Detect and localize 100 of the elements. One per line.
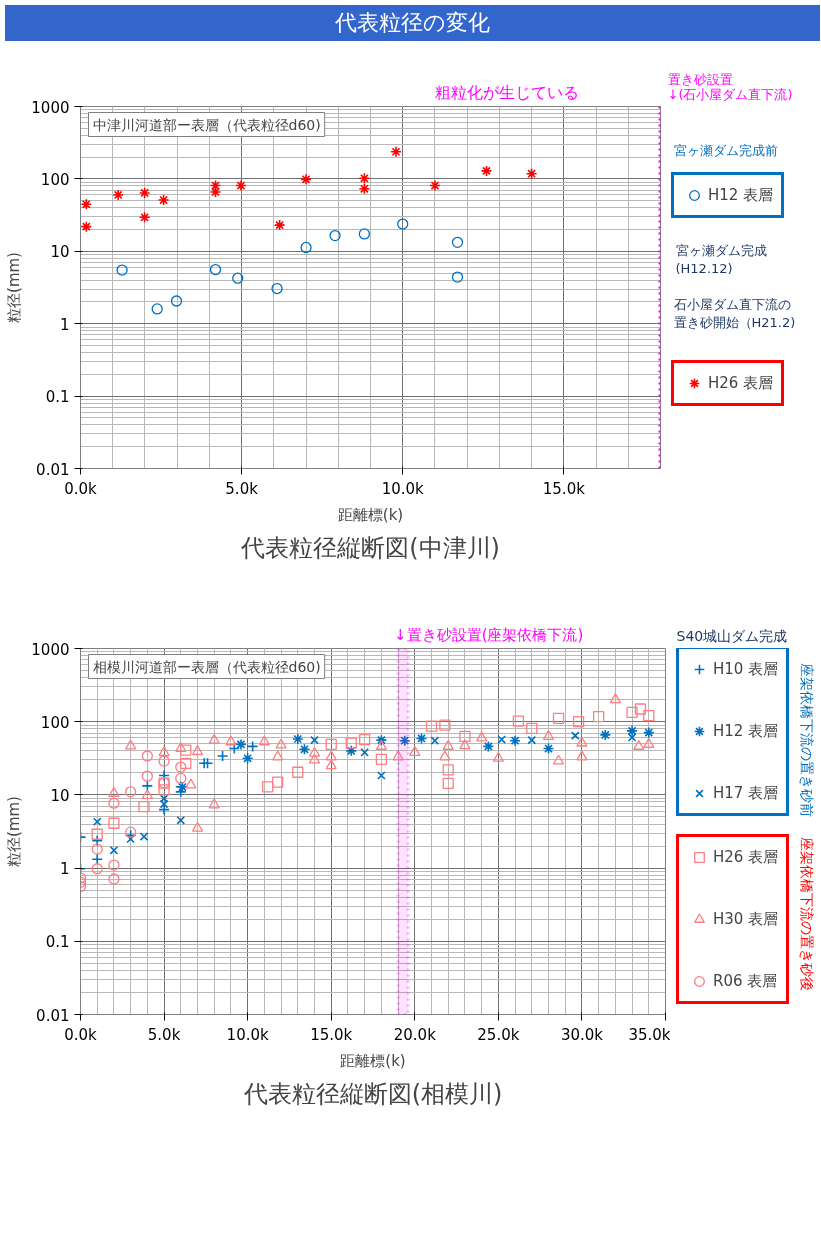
y-tick-label: 1 (59, 860, 70, 879)
x-tick-label: 15.0k (542, 479, 586, 498)
point (475, 731, 488, 742)
x-axis-title: 距離標(k) (337, 505, 404, 524)
x-tick-label: 30.0k (560, 1025, 604, 1044)
x-tick-label: 5.0k (147, 1025, 181, 1044)
point (459, 739, 471, 750)
legend-label: H26 表層 (708, 373, 774, 393)
text: 相模川河道部ー表層（代表粒径d60) (92, 658, 321, 675)
point (375, 753, 388, 765)
point (141, 750, 154, 762)
x-tick-label: 10.0k (226, 1025, 269, 1044)
point (633, 739, 645, 750)
y-tick-label: 100 (40, 713, 70, 732)
legend-label: H17 表層 (713, 783, 779, 803)
legend-label: R06 表層 (713, 971, 778, 991)
point (609, 693, 622, 704)
x-axis-title: 距離標(k) (340, 1051, 406, 1070)
text: 粗粒化が生じている (434, 82, 579, 102)
point (360, 748, 369, 757)
point (375, 734, 388, 746)
x-tick-label: 20.0k (393, 1025, 437, 1044)
text: 座架依橋下流の置き砂後 (798, 836, 815, 991)
point (225, 735, 237, 746)
point (208, 798, 220, 809)
point (108, 797, 120, 809)
point (170, 295, 183, 307)
point (141, 780, 154, 792)
point (358, 172, 371, 185)
point (91, 843, 103, 855)
x-tick-label: 25.0k (477, 1025, 520, 1044)
point (158, 755, 170, 767)
point (291, 733, 304, 745)
point (627, 733, 637, 742)
point (175, 742, 187, 753)
point (158, 769, 170, 782)
point (126, 834, 135, 844)
point (80, 198, 93, 211)
point (246, 740, 259, 753)
y-tick-label: 0.01 (36, 460, 70, 479)
point (209, 263, 222, 276)
point (439, 719, 451, 731)
point (397, 218, 409, 230)
point (358, 183, 371, 195)
point (272, 776, 284, 788)
point (108, 786, 120, 797)
point (308, 746, 321, 757)
point (576, 736, 588, 747)
point (325, 738, 337, 751)
point (451, 236, 464, 248)
point (112, 189, 124, 201)
y-tick-label: 0.1 (45, 933, 70, 952)
point (124, 826, 137, 838)
point (91, 863, 103, 875)
y-tick-label: 1000 (31, 640, 70, 659)
point (329, 229, 341, 242)
x-tick-label: 0.0k (64, 479, 98, 498)
point (272, 750, 284, 761)
point (158, 746, 170, 757)
y-tick-label: 100 (40, 170, 70, 189)
y-tick-label: 10 (50, 243, 70, 262)
point (643, 709, 655, 722)
point (552, 712, 565, 725)
point (141, 770, 154, 782)
point (459, 730, 471, 743)
point (275, 738, 287, 749)
point (80, 220, 93, 233)
point (525, 167, 538, 180)
text: 中津川河道部ー表層（代表粒径d60) (92, 116, 321, 133)
point (509, 734, 521, 747)
point (175, 772, 187, 785)
text: 宮ヶ瀬ダム完成 (H12.12) (675, 242, 767, 276)
point (308, 753, 321, 764)
point (158, 784, 170, 796)
legend-label: H12 表層 (713, 721, 779, 741)
y-tick-label: 0.1 (45, 388, 70, 407)
point (526, 722, 538, 735)
point (138, 801, 150, 813)
point (345, 745, 358, 757)
point (392, 750, 404, 761)
point (139, 832, 149, 841)
point (241, 752, 254, 765)
y-tick-label: 10 (50, 786, 70, 805)
text: S40城山ダム完成 (676, 627, 788, 644)
point (298, 743, 311, 756)
x-tick-label: 15.0k (310, 1025, 353, 1044)
y-axis-title: 粒径(mm) (5, 796, 24, 867)
point (138, 211, 151, 224)
point (358, 733, 371, 746)
point (232, 272, 244, 284)
point (599, 729, 612, 741)
point (108, 817, 120, 829)
point (415, 732, 428, 745)
point (634, 703, 647, 715)
point (358, 228, 371, 240)
point (390, 145, 402, 158)
y-tick-label: 1 (59, 315, 70, 334)
point (377, 771, 386, 780)
point (375, 739, 388, 750)
point (439, 750, 451, 761)
